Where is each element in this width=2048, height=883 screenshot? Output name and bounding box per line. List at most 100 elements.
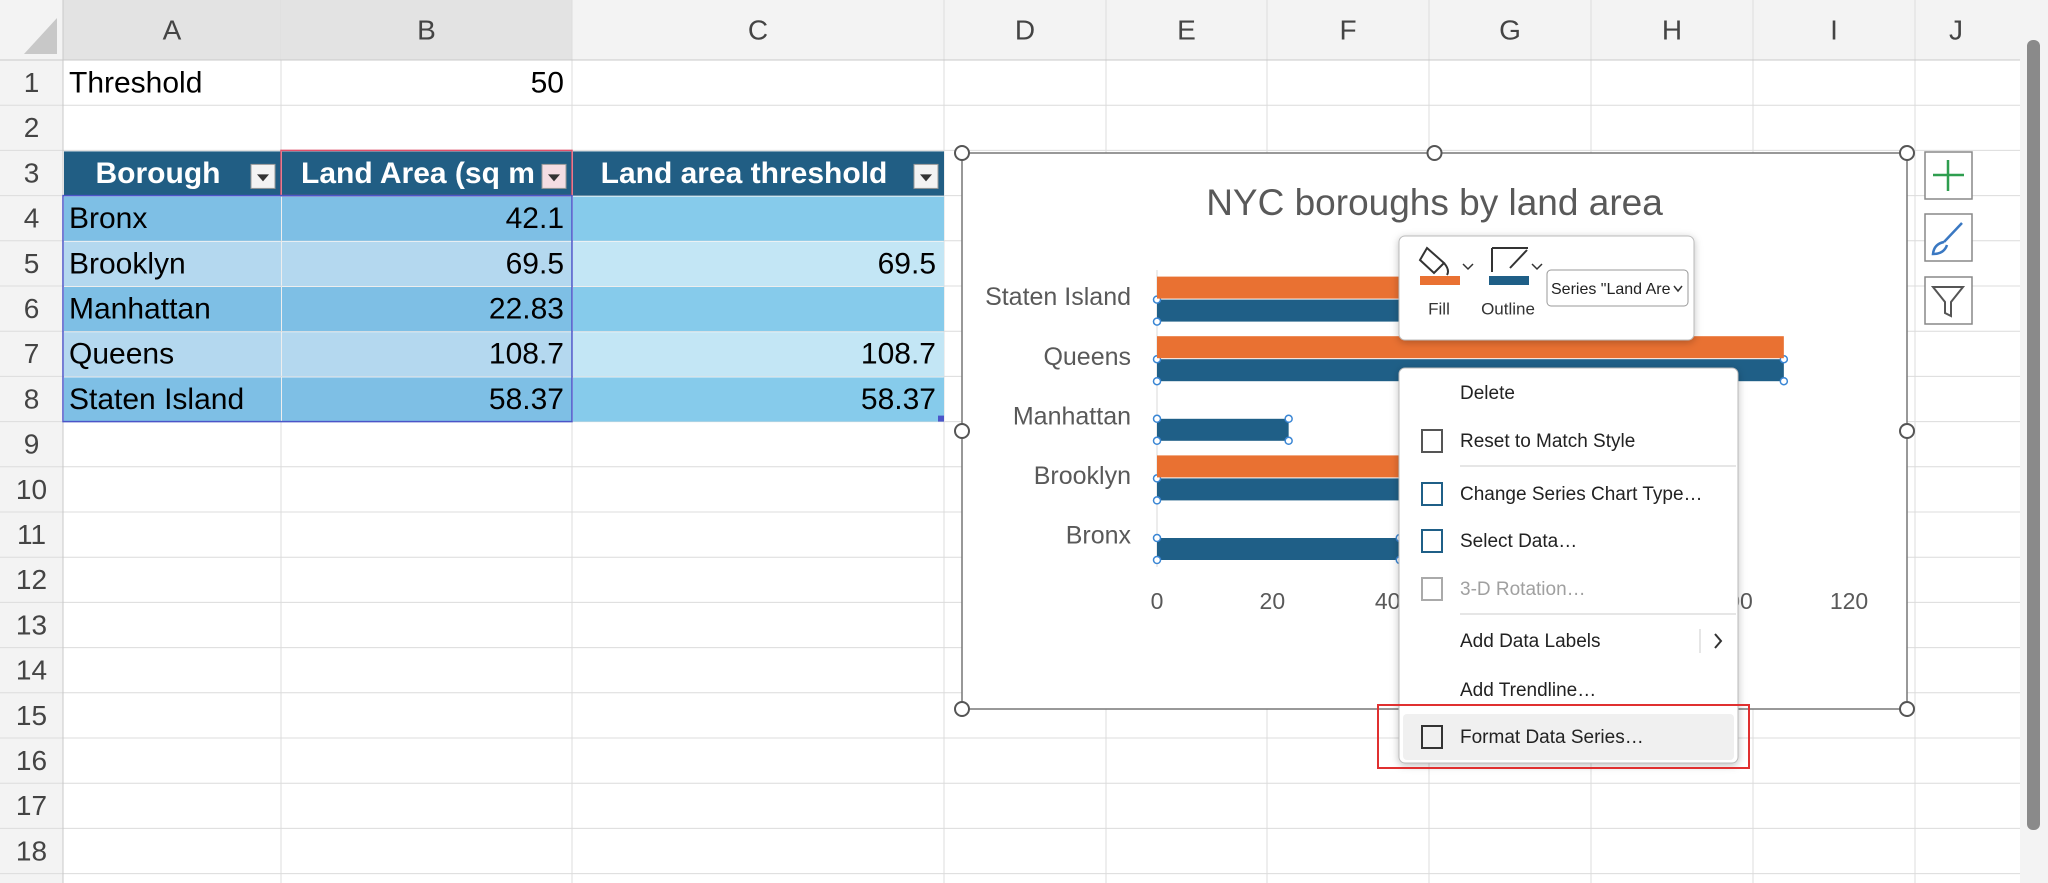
outline-label: Outline xyxy=(1481,299,1535,318)
chart-handle[interactable] xyxy=(1426,145,1443,161)
row-header[interactable]: 8 xyxy=(24,383,40,414)
row-header[interactable]: 16 xyxy=(16,745,47,776)
cell-text[interactable]: 108.7 xyxy=(489,338,564,371)
cell-text[interactable]: Queens xyxy=(69,338,174,371)
chart-handle[interactable] xyxy=(1899,701,1915,717)
column-header-selected xyxy=(63,0,281,60)
highlight-box xyxy=(1377,704,1750,769)
fill-color[interactable] xyxy=(1420,276,1460,285)
row-header[interactable]: 11 xyxy=(17,519,46,550)
menu-icon xyxy=(1421,429,1443,453)
cell-text[interactable]: Brooklyn xyxy=(69,247,186,280)
chart-handle[interactable] xyxy=(954,701,970,717)
x-tick-label: 20 xyxy=(1260,588,1286,614)
bar[interactable] xyxy=(1157,336,1784,359)
table-cell[interactable] xyxy=(573,332,944,377)
row-header[interactable]: 9 xyxy=(24,429,40,460)
dropdown-arrow[interactable] xyxy=(1531,263,1543,271)
table-header-cell[interactable] xyxy=(282,151,572,196)
row-header[interactable]: 7 xyxy=(24,338,40,369)
outline-icon[interactable] xyxy=(1491,247,1528,272)
x-tick-label: 40 xyxy=(1375,588,1401,614)
cell-text[interactable]: 108.7 xyxy=(861,338,936,371)
chart-handle[interactable] xyxy=(1899,145,1915,161)
table-cell[interactable] xyxy=(64,241,281,286)
dropdown-arrow xyxy=(1673,285,1683,293)
cell-text[interactable]: 58.37 xyxy=(861,383,936,416)
series-select[interactable] xyxy=(1546,269,1689,307)
cell-text[interactable]: Staten Island xyxy=(69,383,244,416)
table-cell[interactable] xyxy=(64,332,281,377)
outline-color[interactable] xyxy=(1489,276,1529,285)
cell-text[interactable]: 22.83 xyxy=(489,293,564,326)
scrollbar-thumb[interactable] xyxy=(2027,40,2040,830)
table-cell[interactable] xyxy=(282,377,572,422)
row-header[interactable]: 18 xyxy=(16,835,47,866)
column-header-selected xyxy=(281,0,572,60)
row-header[interactable]: 12 xyxy=(16,564,47,595)
column-header[interactable]: D xyxy=(1015,14,1035,45)
bar[interactable] xyxy=(1157,418,1289,441)
y-tick-label: Bronx xyxy=(1066,522,1132,550)
dropdown-arrow[interactable] xyxy=(1462,263,1474,271)
select-all[interactable] xyxy=(24,18,57,54)
row-header[interactable]: 6 xyxy=(24,293,40,324)
table-cell[interactable] xyxy=(64,287,281,332)
table-cell[interactable] xyxy=(282,241,572,286)
x-tick-label: 120 xyxy=(1830,588,1868,614)
table-cell[interactable] xyxy=(573,196,944,241)
menu-item-label: Change Series Chart Type… xyxy=(1460,484,1703,505)
row-header[interactable]: 3 xyxy=(24,157,40,188)
row-header[interactable]: 1 xyxy=(24,67,40,98)
bar[interactable] xyxy=(1157,538,1400,560)
cell-text[interactable]: Threshold xyxy=(69,67,202,100)
resize-handle[interactable] xyxy=(938,415,944,422)
row-header[interactable]: 2 xyxy=(24,112,40,143)
menu-item-label: Add Data Labels xyxy=(1460,631,1601,652)
cell-text[interactable]: 69.5 xyxy=(506,247,564,280)
table-header-cell[interactable] xyxy=(573,151,944,196)
cell-text[interactable]: 69.5 xyxy=(878,247,936,280)
table-cell[interactable] xyxy=(282,332,572,377)
chart-handle[interactable] xyxy=(954,145,970,161)
chart-handle[interactable] xyxy=(954,423,970,439)
menu-icon xyxy=(1421,529,1443,553)
chart-handle[interactable] xyxy=(1899,423,1915,439)
table-cell[interactable] xyxy=(573,377,944,422)
column-header[interactable]: E xyxy=(1177,14,1196,45)
row-header[interactable]: 13 xyxy=(16,609,47,640)
row-header[interactable]: 5 xyxy=(24,248,40,279)
table-cell[interactable] xyxy=(64,377,281,422)
cell-text[interactable]: Bronx xyxy=(69,202,147,235)
table-cell[interactable] xyxy=(282,196,572,241)
table-header-cell[interactable] xyxy=(64,151,281,196)
column-header[interactable]: A xyxy=(163,14,182,45)
cell-text[interactable]: 58.37 xyxy=(489,383,564,416)
cell-text[interactable]: Manhattan xyxy=(69,293,211,326)
column-header[interactable]: I xyxy=(1830,14,1838,45)
row-header[interactable]: 17 xyxy=(16,790,47,821)
table-cell[interactable] xyxy=(282,287,572,332)
chart-side-button[interactable] xyxy=(1924,276,1973,325)
column-header[interactable]: B xyxy=(417,14,436,45)
table-cell[interactable] xyxy=(573,287,944,332)
row-header[interactable]: 14 xyxy=(16,655,47,686)
row-header[interactable]: 15 xyxy=(16,700,47,731)
table-cell[interactable] xyxy=(573,241,944,286)
context-menu: Delete Reset to Match Style Change Series … xyxy=(1377,367,1750,769)
table-cell[interactable] xyxy=(64,196,281,241)
column-header[interactable]: H xyxy=(1662,14,1682,45)
row-header[interactable]: 4 xyxy=(24,203,40,234)
menu-item[interactable] xyxy=(1403,370,1734,416)
cell-text[interactable]: 42.1 xyxy=(506,202,564,235)
column-header[interactable]: G xyxy=(1499,14,1521,45)
range-selection xyxy=(62,194,573,423)
menu-item-label: Add Trendline… xyxy=(1460,680,1596,701)
column-header[interactable]: F xyxy=(1339,14,1356,45)
column-header[interactable]: J xyxy=(1949,14,1963,45)
fill-icon[interactable] xyxy=(1418,246,1449,276)
column-header[interactable]: C xyxy=(748,14,768,45)
y-tick-label: Queens xyxy=(1043,343,1131,371)
cell-text[interactable]: 50 xyxy=(531,67,564,100)
row-header[interactable]: 10 xyxy=(16,474,47,505)
